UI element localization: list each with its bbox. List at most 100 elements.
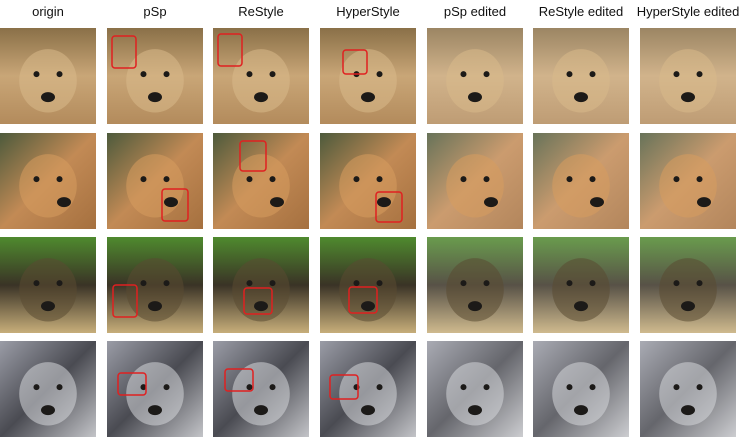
dog-eye — [33, 280, 40, 287]
highlight-box — [375, 191, 403, 223]
column-headers: origin pSp ReStyle HyperStyle pSp edited ReSt… — [32, 4, 739, 19]
dog-nose — [254, 92, 268, 103]
highlight-box — [112, 284, 138, 318]
dog-face — [659, 49, 717, 113]
column-header: pSp — [143, 4, 166, 19]
dog-nose — [484, 197, 498, 208]
dog-nose — [361, 405, 375, 416]
dog-eye — [483, 71, 490, 78]
dog-face — [659, 362, 717, 426]
highlight-box — [329, 374, 359, 400]
highlight-box — [111, 35, 137, 69]
dog-nose — [361, 301, 375, 312]
image-cell — [427, 28, 523, 124]
dog-eye — [269, 384, 276, 391]
dog-face — [232, 49, 290, 113]
dog-face — [19, 154, 77, 218]
dog-face — [339, 362, 397, 426]
image-cell — [640, 133, 736, 229]
dog-face — [659, 258, 717, 322]
dog-nose — [254, 301, 268, 312]
dog-eye — [566, 384, 573, 391]
image-cell — [533, 133, 629, 229]
dog-eye — [460, 280, 467, 287]
dog-face — [126, 362, 184, 426]
dog-eye — [696, 280, 703, 287]
dog-nose — [681, 405, 695, 416]
highlight-box — [239, 140, 267, 172]
dog-face — [19, 49, 77, 113]
dog-face — [126, 258, 184, 322]
dog-eye — [589, 176, 596, 183]
dog-eye — [483, 384, 490, 391]
dog-eye — [163, 384, 170, 391]
dog-nose — [270, 197, 284, 208]
dog-eye — [33, 71, 40, 78]
dog-eye — [696, 71, 703, 78]
dog-face — [552, 258, 610, 322]
dog-eye — [163, 280, 170, 287]
highlight-box — [342, 49, 368, 75]
dog-eye — [566, 176, 573, 183]
highlight-box — [161, 188, 189, 222]
dog-eye — [376, 280, 383, 287]
dog-eye — [56, 176, 63, 183]
dog-eye — [56, 280, 63, 287]
column-header: ReStyle — [238, 4, 284, 19]
dog-face — [339, 258, 397, 322]
dog-eye — [696, 384, 703, 391]
dog-eye — [56, 71, 63, 78]
column-header: HyperStyle — [336, 4, 400, 19]
dog-face — [232, 362, 290, 426]
dog-nose — [41, 405, 55, 416]
dog-eye — [376, 176, 383, 183]
dog-eye — [460, 176, 467, 183]
dog-nose — [57, 197, 71, 208]
image-cell — [213, 28, 309, 124]
image-cell — [640, 341, 736, 437]
dog-eye — [33, 384, 40, 391]
dog-face — [446, 154, 504, 218]
dog-nose — [574, 92, 588, 103]
dog-eye — [140, 71, 147, 78]
dog-nose — [377, 197, 391, 208]
image-cell — [640, 28, 736, 124]
dog-nose — [148, 301, 162, 312]
dog-nose — [361, 92, 375, 103]
dog-eye — [56, 384, 63, 391]
dog-eye — [589, 280, 596, 287]
dog-eye — [246, 176, 253, 183]
image-cell — [427, 237, 523, 333]
dog-face — [232, 258, 290, 322]
image-cell — [427, 133, 523, 229]
highlight-box — [348, 286, 378, 314]
image-cell — [213, 341, 309, 437]
image-cell — [0, 237, 96, 333]
dog-eye — [483, 176, 490, 183]
dog-eye — [566, 280, 573, 287]
image-cell — [0, 28, 96, 124]
dog-eye — [566, 71, 573, 78]
column-header: HyperStyle edited — [637, 4, 740, 19]
dog-eye — [33, 176, 40, 183]
dog-eye — [246, 71, 253, 78]
dog-face — [446, 49, 504, 113]
dog-face — [126, 49, 184, 113]
dog-face — [126, 154, 184, 218]
dog-nose — [590, 197, 604, 208]
dog-eye — [269, 71, 276, 78]
dog-eye — [163, 71, 170, 78]
image-cell — [107, 341, 203, 437]
highlight-boxes — [111, 33, 403, 400]
dog-eye — [353, 280, 360, 287]
dog-eye — [673, 384, 680, 391]
dog-eye — [483, 280, 490, 287]
dog-eye — [673, 71, 680, 78]
dog-nose — [148, 405, 162, 416]
dog-nose — [574, 301, 588, 312]
dog-eye — [673, 280, 680, 287]
dog-eye — [140, 280, 147, 287]
dog-face — [339, 49, 397, 113]
image-cell — [640, 237, 736, 333]
